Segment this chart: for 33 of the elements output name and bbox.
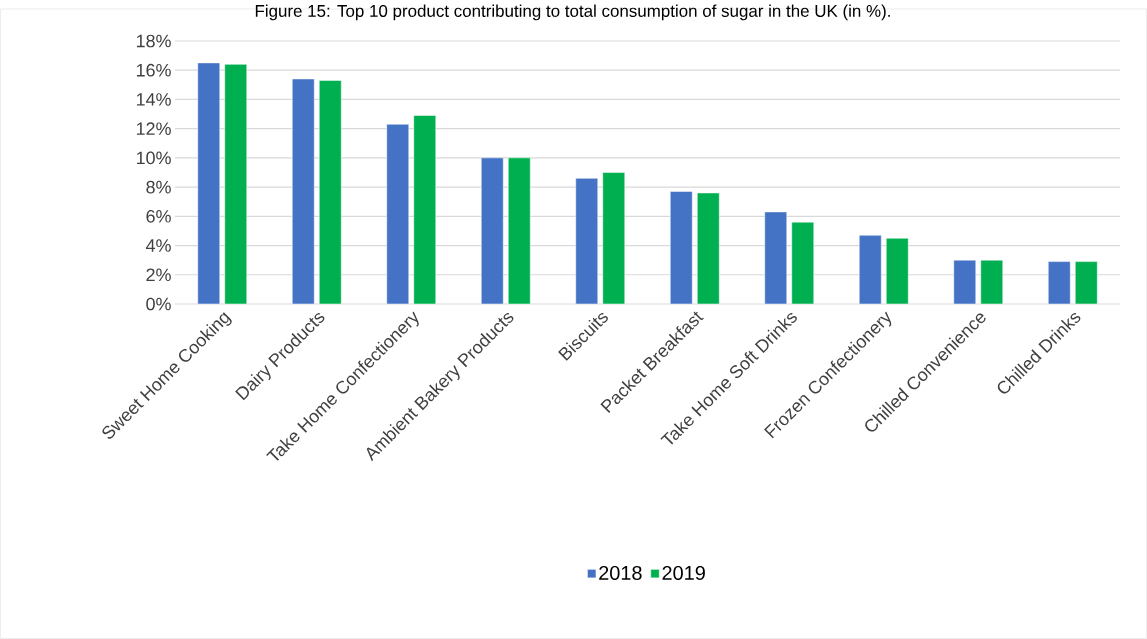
bar xyxy=(575,178,599,304)
legend-label: 2018 xyxy=(599,565,642,581)
bar xyxy=(602,172,626,304)
bar xyxy=(224,64,248,304)
y-tick-label: 0% xyxy=(146,297,171,311)
y-tick-label: 4% xyxy=(145,239,171,252)
bar xyxy=(764,211,788,304)
bar xyxy=(508,157,531,304)
bar xyxy=(1075,261,1098,304)
y-tick-label: 12% xyxy=(136,122,171,135)
y-tick-label: 2% xyxy=(146,268,171,282)
y-tick-label: 8% xyxy=(146,180,171,194)
y-tick-label: 10% xyxy=(136,151,171,165)
y-tick-label: 18% xyxy=(136,34,171,48)
bar xyxy=(386,124,410,304)
bar xyxy=(697,192,720,304)
chart-title: Figure 15: Top 10 product contributing to total consumption of sugar in the UK (in %). xyxy=(255,4,890,21)
y-tick-label: 14% xyxy=(136,93,171,106)
bar xyxy=(670,191,693,304)
bar xyxy=(859,235,882,304)
bar xyxy=(481,157,504,304)
bar xyxy=(319,80,342,304)
bar xyxy=(791,221,815,304)
y-tick-label: 16% xyxy=(136,63,171,77)
bar xyxy=(413,115,437,304)
bar xyxy=(886,237,909,304)
bar xyxy=(197,62,221,304)
bar xyxy=(1048,261,1071,304)
legend-label: 2019 xyxy=(662,565,705,581)
y-tick-label: 6% xyxy=(146,209,171,223)
bar xyxy=(980,259,1004,304)
bar xyxy=(292,78,315,304)
bar xyxy=(953,259,977,304)
